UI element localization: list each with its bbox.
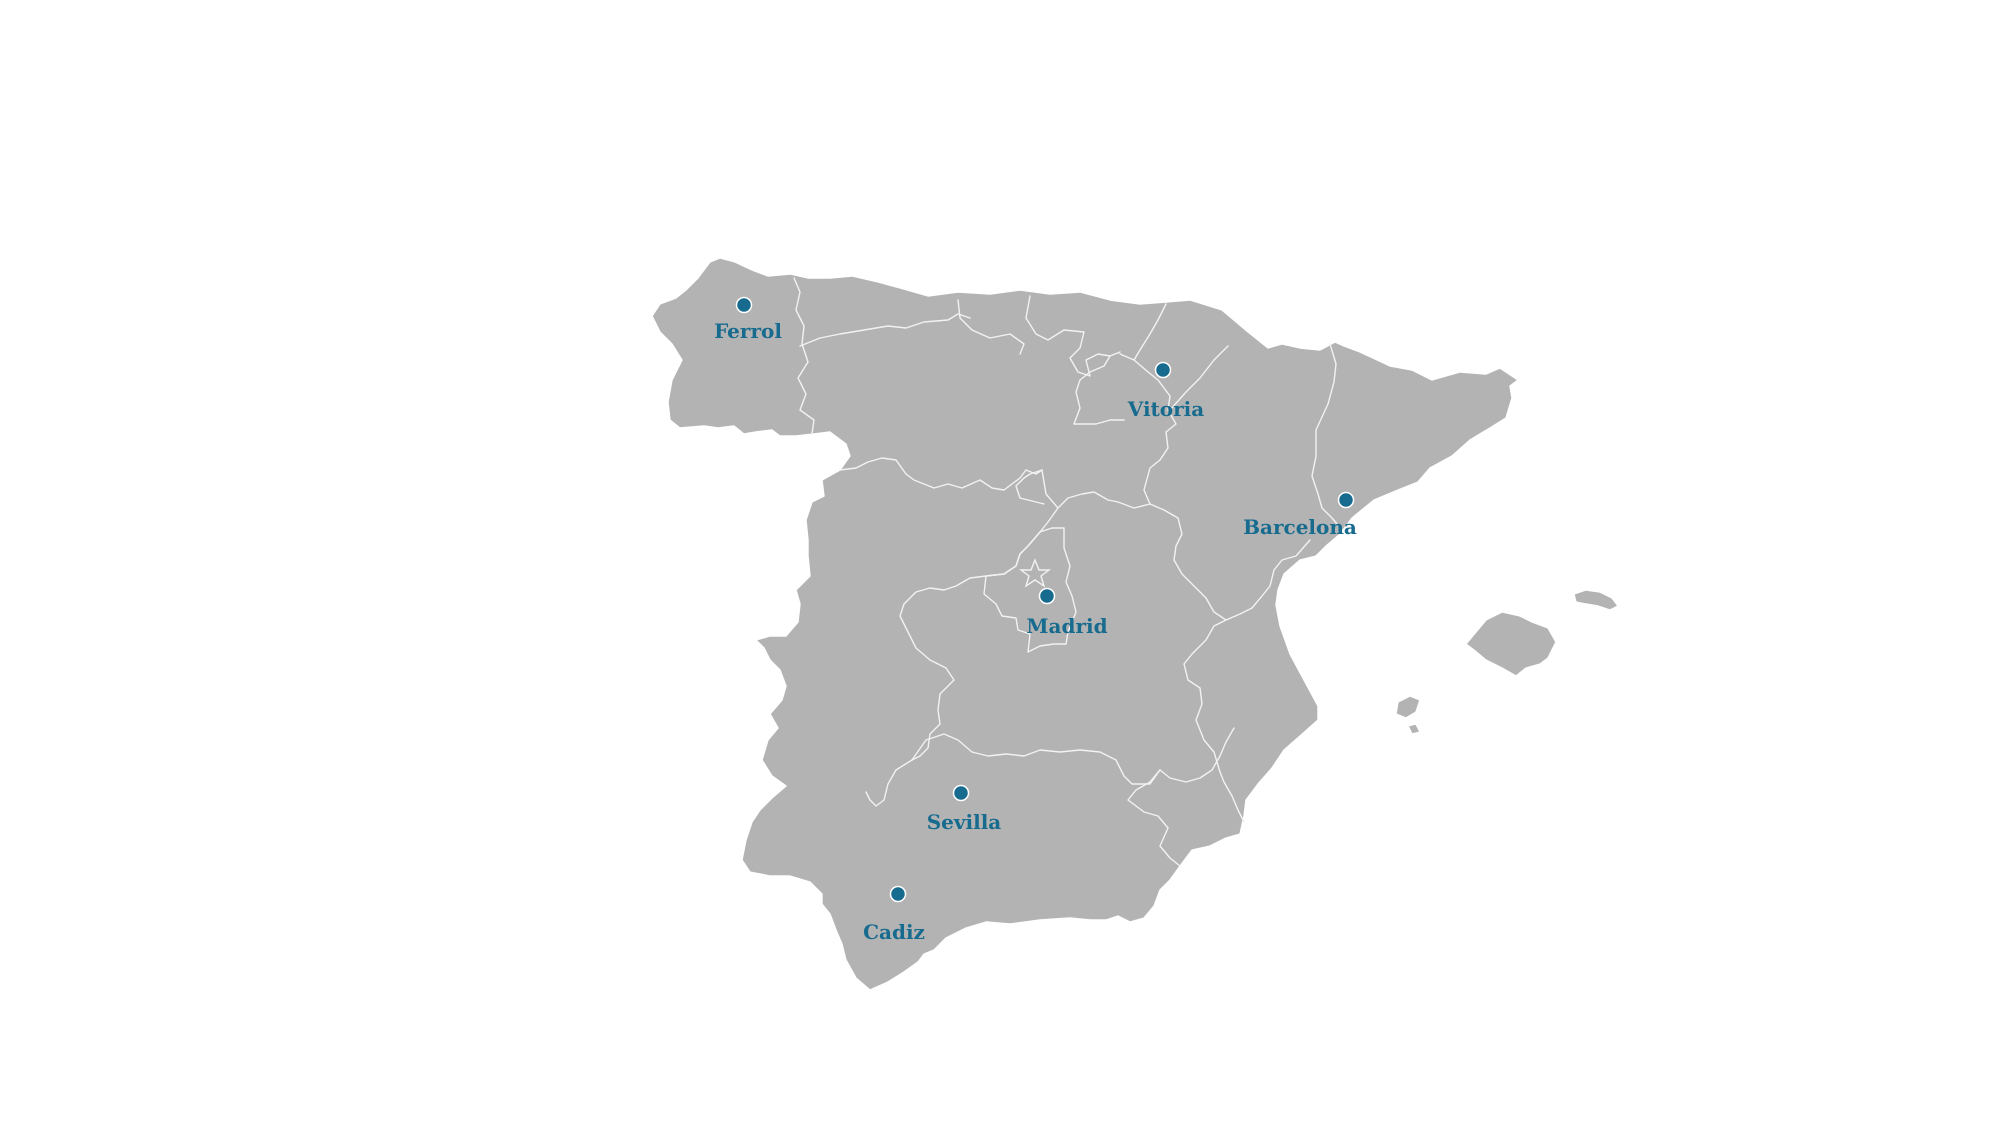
- city-marker-ferrol[interactable]: Ferrol: [714, 296, 782, 344]
- menorca-island: [1573, 589, 1619, 611]
- city-label-vitoria: Vitoria: [1127, 397, 1204, 421]
- city-marker-sevilla[interactable]: Sevilla: [927, 784, 1002, 835]
- city-label-madrid: Madrid: [1026, 614, 1107, 638]
- city-marker-barcelona[interactable]: Barcelona: [1243, 491, 1357, 540]
- madrid-region-border: [983, 527, 1077, 653]
- city-label-ferrol: Ferrol: [714, 319, 782, 343]
- city-label-barcelona: Barcelona: [1243, 515, 1357, 539]
- ibiza-island: [1395, 695, 1421, 719]
- capital-star-icon: [1018, 558, 1052, 588]
- region-borders: [793, 277, 1343, 867]
- mallorca-island: [1465, 611, 1557, 677]
- city-markers: Ferrol Vitoria Barcelona Madrid Sevilla …: [714, 296, 1357, 945]
- city-marker-vitoria[interactable]: Vitoria: [1127, 361, 1204, 422]
- mainland-spain: [651, 257, 1519, 991]
- city-marker-cadiz[interactable]: Cadiz: [863, 885, 925, 945]
- city-marker-madrid[interactable]: Madrid: [1026, 587, 1108, 639]
- formentera-island: [1407, 723, 1421, 735]
- city-label-cadiz: Cadiz: [863, 920, 925, 944]
- city-label-sevilla: Sevilla: [927, 810, 1002, 834]
